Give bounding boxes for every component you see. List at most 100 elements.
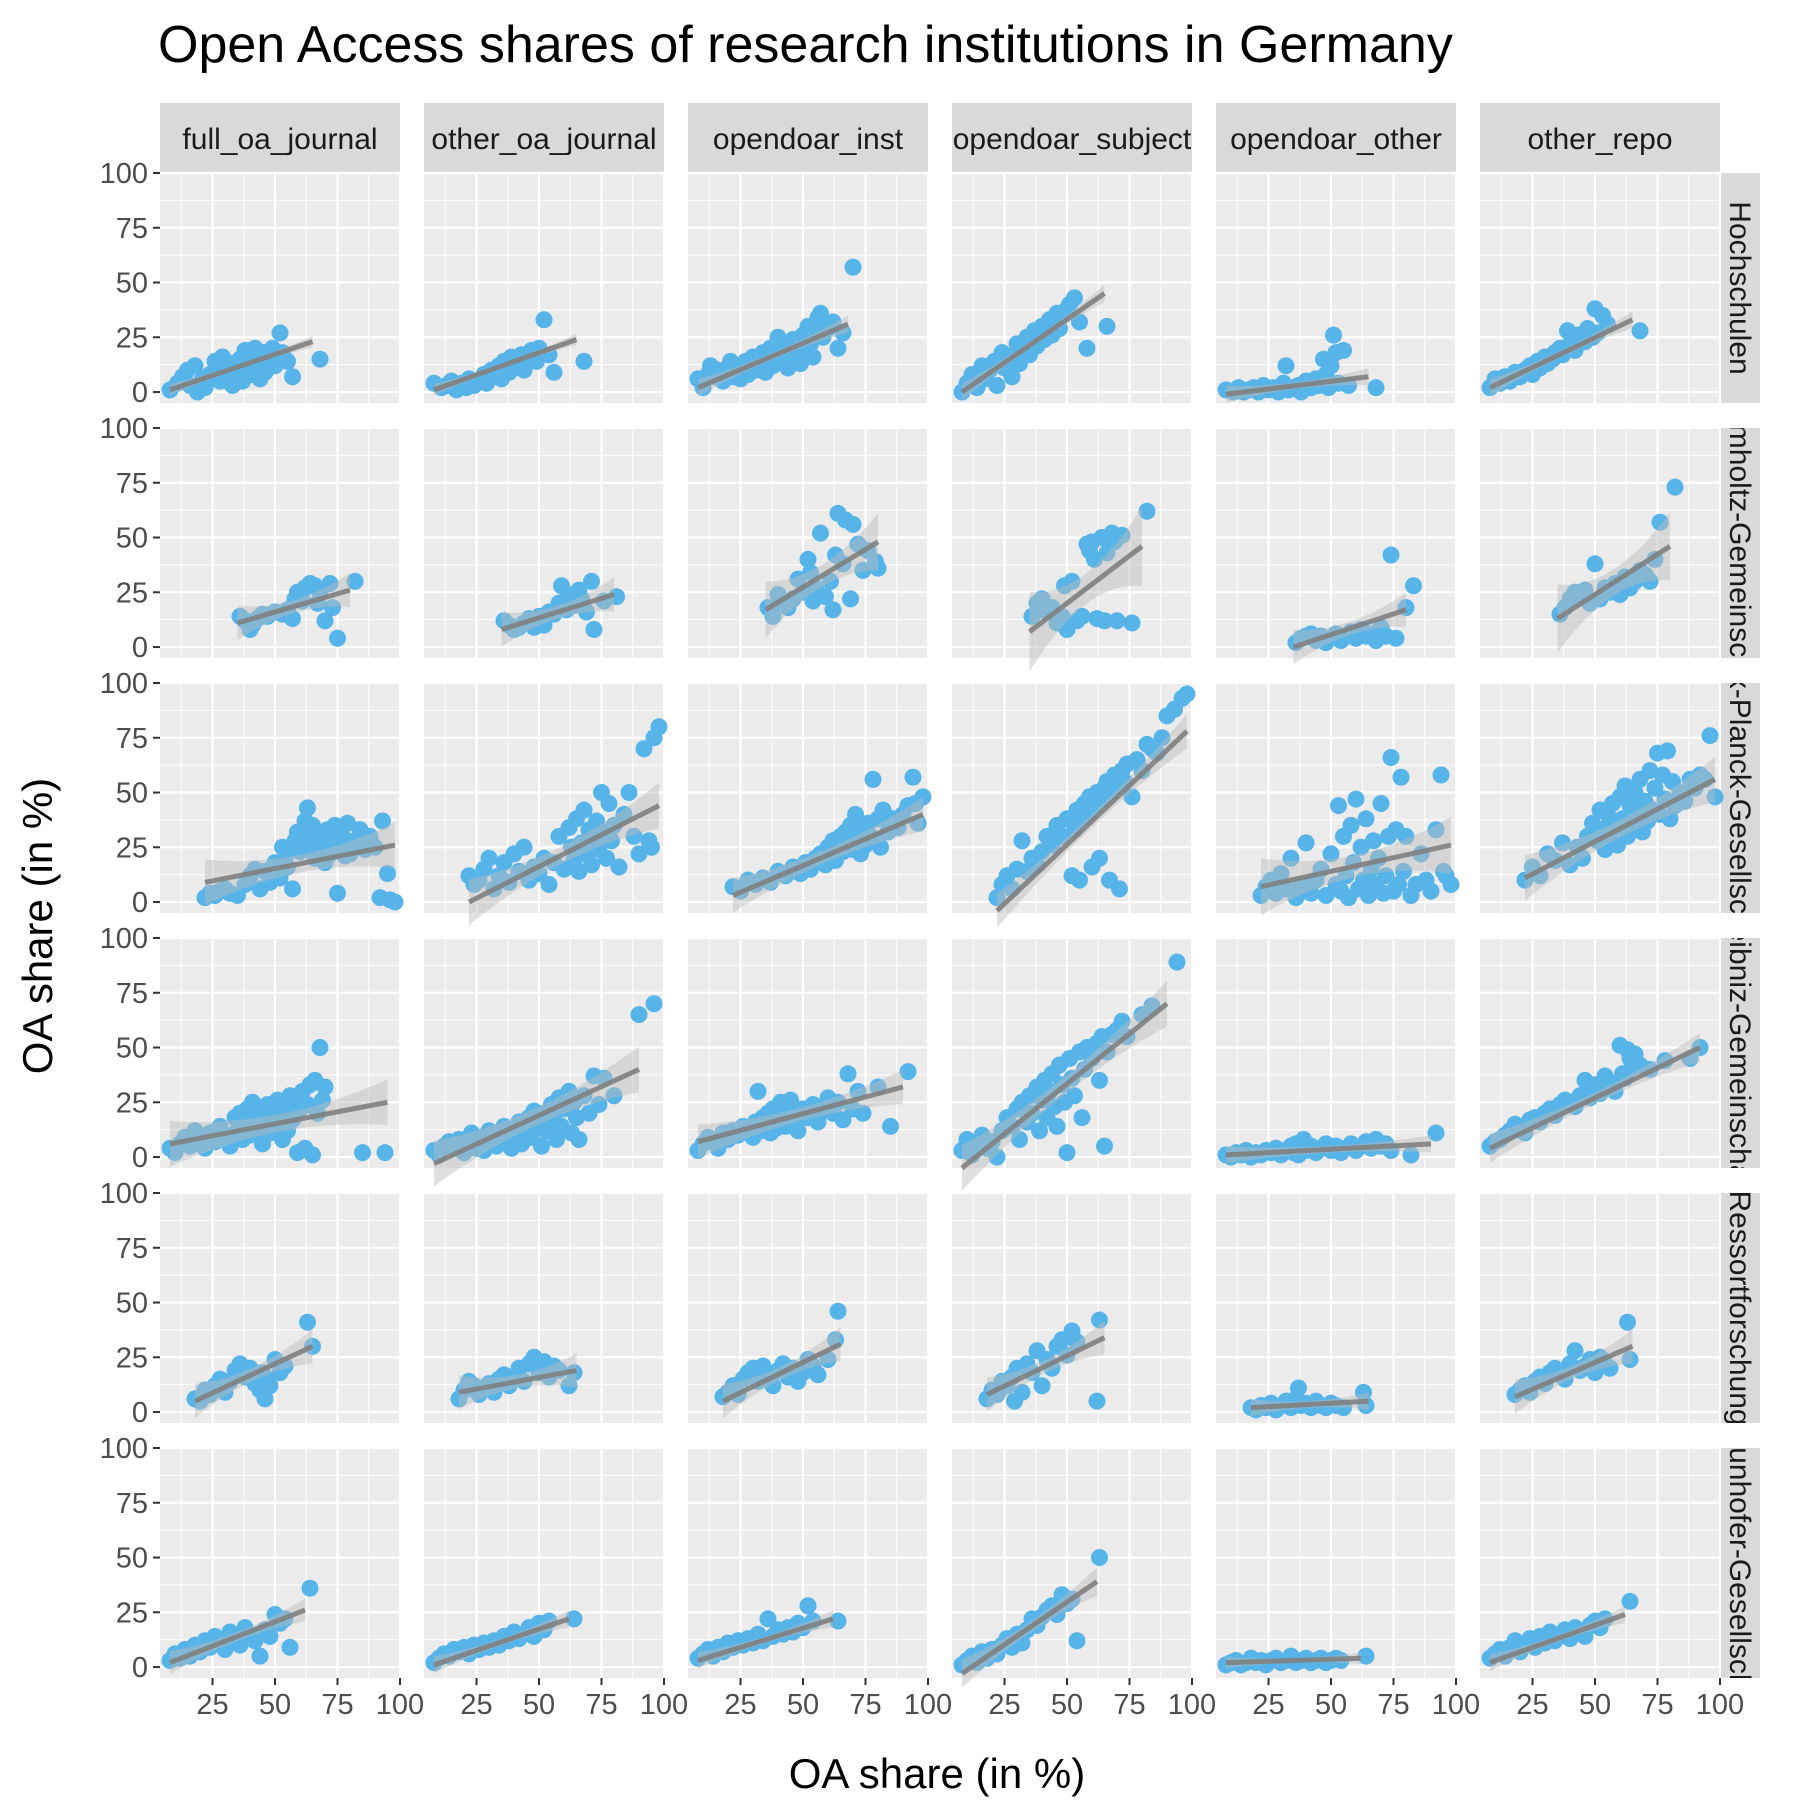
data-point [583, 572, 600, 590]
data-point [316, 612, 334, 630]
y-tick-label: 50 [116, 778, 148, 810]
data-point [578, 603, 595, 621]
fit-line [1292, 607, 1407, 650]
panel-0-0 [160, 171, 402, 403]
data-point [583, 856, 600, 874]
data-point [1113, 1012, 1131, 1030]
panel-5-5 [1480, 1446, 1722, 1678]
data-point [1377, 867, 1395, 885]
fit-line [721, 1341, 842, 1404]
data-point [1335, 341, 1352, 359]
row-strip-label-group: Helmholtz-Gemeinschaft [1723, 379, 1756, 708]
data-point [1405, 577, 1422, 595]
row-strip-label: Max-Planck-Gesellschaft [1723, 632, 1756, 964]
panel-0-3 [952, 171, 1194, 403]
y-tick-label: 0 [132, 1652, 148, 1684]
fit-line [960, 1001, 1169, 1170]
column-strip-label: other_oa_journal [431, 123, 656, 156]
panel-background [1216, 938, 1456, 1168]
y-tick-label: 75 [116, 1233, 148, 1265]
column-strip [952, 103, 1192, 173]
row-strip-label: Leibniz-Gemeinschaft [1723, 908, 1756, 1199]
data-point [882, 1117, 899, 1135]
data-point [261, 1377, 279, 1395]
x-tick-label: 100 [1432, 1689, 1480, 1721]
data-point [329, 629, 346, 647]
panel-4-1 [424, 1191, 666, 1423]
x-tick-label: 25 [1516, 1689, 1548, 1721]
x-tick-label: 100 [1696, 1689, 1744, 1721]
data-point [782, 1091, 799, 1109]
panel-3-5 [1480, 936, 1722, 1168]
row-strip [1720, 173, 1760, 403]
y-axis-title: OA share (in %) [14, 778, 61, 1074]
fit-line [1250, 1398, 1369, 1411]
data-point [1302, 884, 1320, 902]
y-tick-label: 75 [116, 978, 148, 1010]
y-tick-label: 25 [116, 1597, 148, 1629]
data-point [1282, 849, 1300, 867]
data-point [844, 258, 862, 276]
data-point [804, 348, 822, 366]
fit-line [1225, 374, 1369, 397]
panel-3-1 [424, 936, 666, 1187]
data-point [1367, 379, 1385, 397]
panel-2-0 [160, 681, 404, 913]
data-point [605, 1087, 623, 1105]
data-point [1322, 845, 1340, 863]
panel-1-4 [1216, 426, 1458, 665]
panel-0-2 [688, 171, 930, 403]
panel-1-5 [1480, 426, 1722, 658]
panel-background [160, 428, 400, 658]
data-point [899, 1063, 917, 1081]
fit-line [960, 1579, 1099, 1676]
x-tick-label: 25 [1252, 1689, 1284, 1721]
data-point [1013, 1634, 1031, 1652]
data-point [1272, 865, 1290, 883]
panel-5-1 [424, 1446, 666, 1678]
y-tick-label: 75 [116, 723, 148, 755]
y-tick-label: 0 [132, 632, 148, 664]
data-point [847, 805, 864, 823]
data-point [812, 524, 829, 542]
data-point [1091, 849, 1108, 867]
x-tick-label: 25 [460, 1689, 492, 1721]
data-point [829, 1302, 847, 1320]
fit-line [169, 1099, 388, 1147]
x-tick-label: 25 [988, 1689, 1020, 1721]
data-point [1387, 629, 1405, 647]
panel-4-4 [1216, 1191, 1458, 1423]
data-point [1347, 790, 1365, 808]
y-tick-label: 100 [100, 1433, 148, 1465]
row-strip-label-group: Ressortforschung [1723, 1193, 1756, 1423]
data-point [1355, 1383, 1372, 1401]
data-point [1096, 612, 1113, 630]
x-tick-label: 50 [1051, 1689, 1083, 1721]
y-tick-label: 100 [100, 413, 148, 445]
data-point [1342, 816, 1360, 834]
data-point [570, 1131, 588, 1149]
data-point [284, 368, 301, 386]
panel-1-0 [160, 426, 402, 658]
data-point [1013, 1383, 1031, 1401]
panel-5-4 [1216, 1446, 1458, 1678]
data-point [799, 550, 817, 568]
y-tick-label: 25 [116, 1087, 148, 1119]
row-strip-label-group: Max-Planck-Gesellschaft [1723, 632, 1756, 964]
column-strip [1480, 103, 1720, 173]
fit-line [193, 1344, 314, 1404]
data-point [1646, 779, 1664, 797]
data-point [829, 339, 847, 357]
data-point [1086, 550, 1103, 568]
row-strip [1720, 683, 1760, 913]
row-strip-label: Helmholtz-Gemeinschaft [1723, 379, 1756, 708]
y-tick-label: 50 [116, 1033, 148, 1065]
data-point [540, 876, 558, 894]
row-strip-label-group: Fraunhofer-Gesellschaft [1723, 1448, 1756, 1678]
data-point [301, 1579, 319, 1597]
fit-line [985, 1335, 1106, 1397]
fit-line [1523, 777, 1717, 881]
data-point [374, 812, 391, 830]
data-point [1091, 1549, 1108, 1567]
data-point [575, 801, 593, 819]
